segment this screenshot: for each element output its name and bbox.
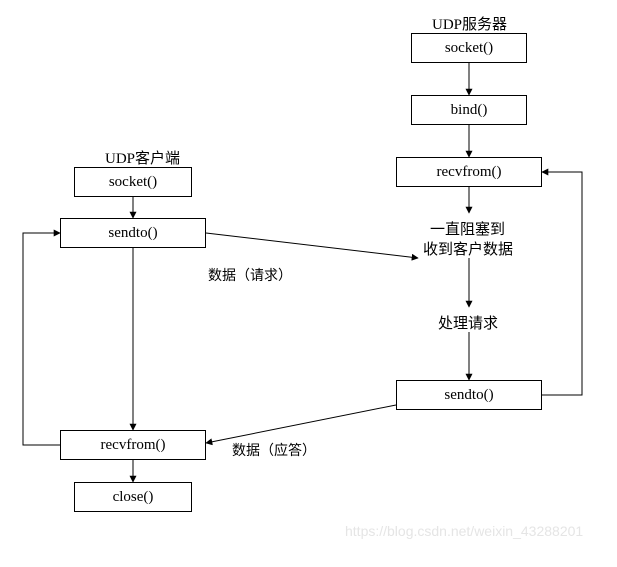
client-title: UDP客户端: [105, 147, 180, 168]
node-s_sendto: sendto(): [396, 380, 542, 410]
node-c_close: close(): [74, 482, 192, 512]
label-process_text: 处理请求: [438, 312, 498, 333]
node-s_recvfrom: recvfrom(): [396, 157, 542, 187]
edge-s_sendto-c_recvfrom: [206, 405, 396, 443]
node-s_bind: bind(): [411, 95, 527, 125]
server-title: UDP服务器: [432, 13, 507, 34]
label-block_text2: 收到客户数据: [423, 238, 513, 259]
label-resp_label: 数据（应答）: [232, 440, 316, 460]
label-req_label: 数据（请求）: [208, 265, 292, 285]
edge-s_sendto-s_recvfrom: [542, 172, 582, 395]
edge-c_sendto-block: [206, 233, 418, 258]
label-block_text1: 一直阻塞到: [430, 218, 505, 239]
watermark: https://blog.csdn.net/weixin_43288201: [345, 523, 583, 539]
node-c_socket: socket(): [74, 167, 192, 197]
edge-c_recvfrom-c_sendto: [23, 233, 60, 445]
node-c_recvfrom: recvfrom(): [60, 430, 206, 460]
node-c_sendto: sendto(): [60, 218, 206, 248]
node-s_socket: socket(): [411, 33, 527, 63]
